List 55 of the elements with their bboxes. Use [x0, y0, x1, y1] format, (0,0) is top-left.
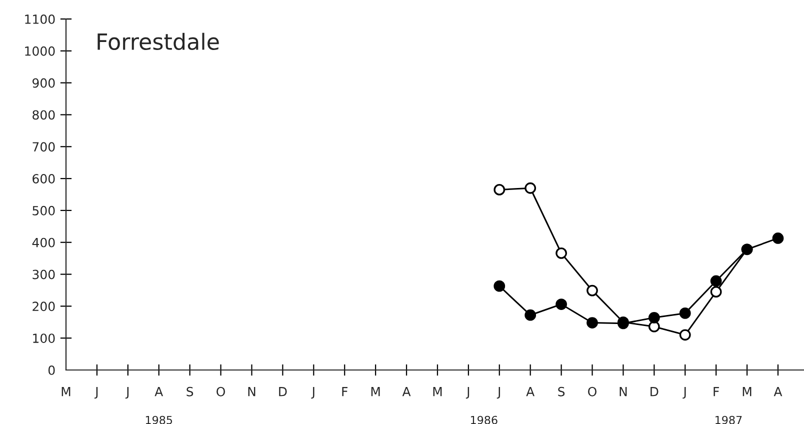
y-tick-label: 900: [32, 78, 55, 88]
x-tick-label: M: [433, 387, 442, 396]
y-tick-label: 300: [32, 270, 55, 280]
x-tick-label: A: [154, 387, 164, 396]
text: 1985: [146, 416, 172, 424]
text: 1987: [716, 416, 742, 424]
y-tick-label: 700: [32, 142, 55, 152]
point: [556, 248, 567, 259]
point: [679, 329, 691, 341]
point: [586, 317, 598, 328]
x-tick-label: D: [650, 387, 658, 396]
y-tick-label: 100: [33, 334, 55, 344]
y-tick-label: 800: [32, 110, 55, 120]
y-tick-label: 600: [32, 174, 55, 184]
x-tick-label: N: [248, 387, 256, 396]
point: [679, 308, 691, 319]
point: [648, 312, 660, 324]
y-tick-label: 1100: [25, 14, 55, 24]
point: [586, 284, 598, 296]
x-tick-label: F: [342, 387, 348, 396]
x-tick-label: A: [402, 387, 411, 396]
x-tick-label: J: [311, 387, 314, 399]
x-tick-label: J: [125, 387, 129, 399]
y-tick-label: 1000: [25, 46, 55, 56]
x-tick-label: S: [558, 386, 565, 396]
point: [494, 280, 506, 292]
point: [710, 286, 722, 298]
x-tick-label: D: [279, 387, 287, 396]
x-tick-label: J: [496, 387, 500, 399]
point: [710, 275, 722, 287]
x-tick-label: O: [216, 386, 225, 396]
x-tick-label: A: [526, 387, 535, 396]
y-tick-label: 400: [32, 238, 55, 248]
x-tick-label: O: [588, 386, 596, 396]
point: [524, 309, 536, 321]
x-tick-label: J: [94, 387, 98, 399]
x-tick-label: F: [714, 387, 719, 396]
x-tick-label: A: [774, 387, 782, 396]
point: [772, 232, 784, 244]
point: [648, 320, 660, 332]
point: [494, 184, 506, 196]
x-tick-label: M: [371, 387, 380, 396]
x-tick-label: M: [62, 387, 70, 396]
y-tick-label: 0: [48, 365, 55, 375]
x-tick-label: S: [186, 386, 194, 396]
x-tick-label: J: [682, 387, 686, 399]
x-tick-label: M: [742, 387, 752, 396]
text: Forrestdale: [98, 32, 219, 50]
x-tick-label: N: [620, 387, 627, 396]
text: 1986: [470, 416, 498, 424]
point: [524, 182, 536, 194]
point: [556, 298, 567, 310]
x-tick-label: J: [466, 387, 470, 399]
y-tick-label: 200: [32, 302, 55, 312]
y-tick-label: 500: [32, 206, 55, 216]
